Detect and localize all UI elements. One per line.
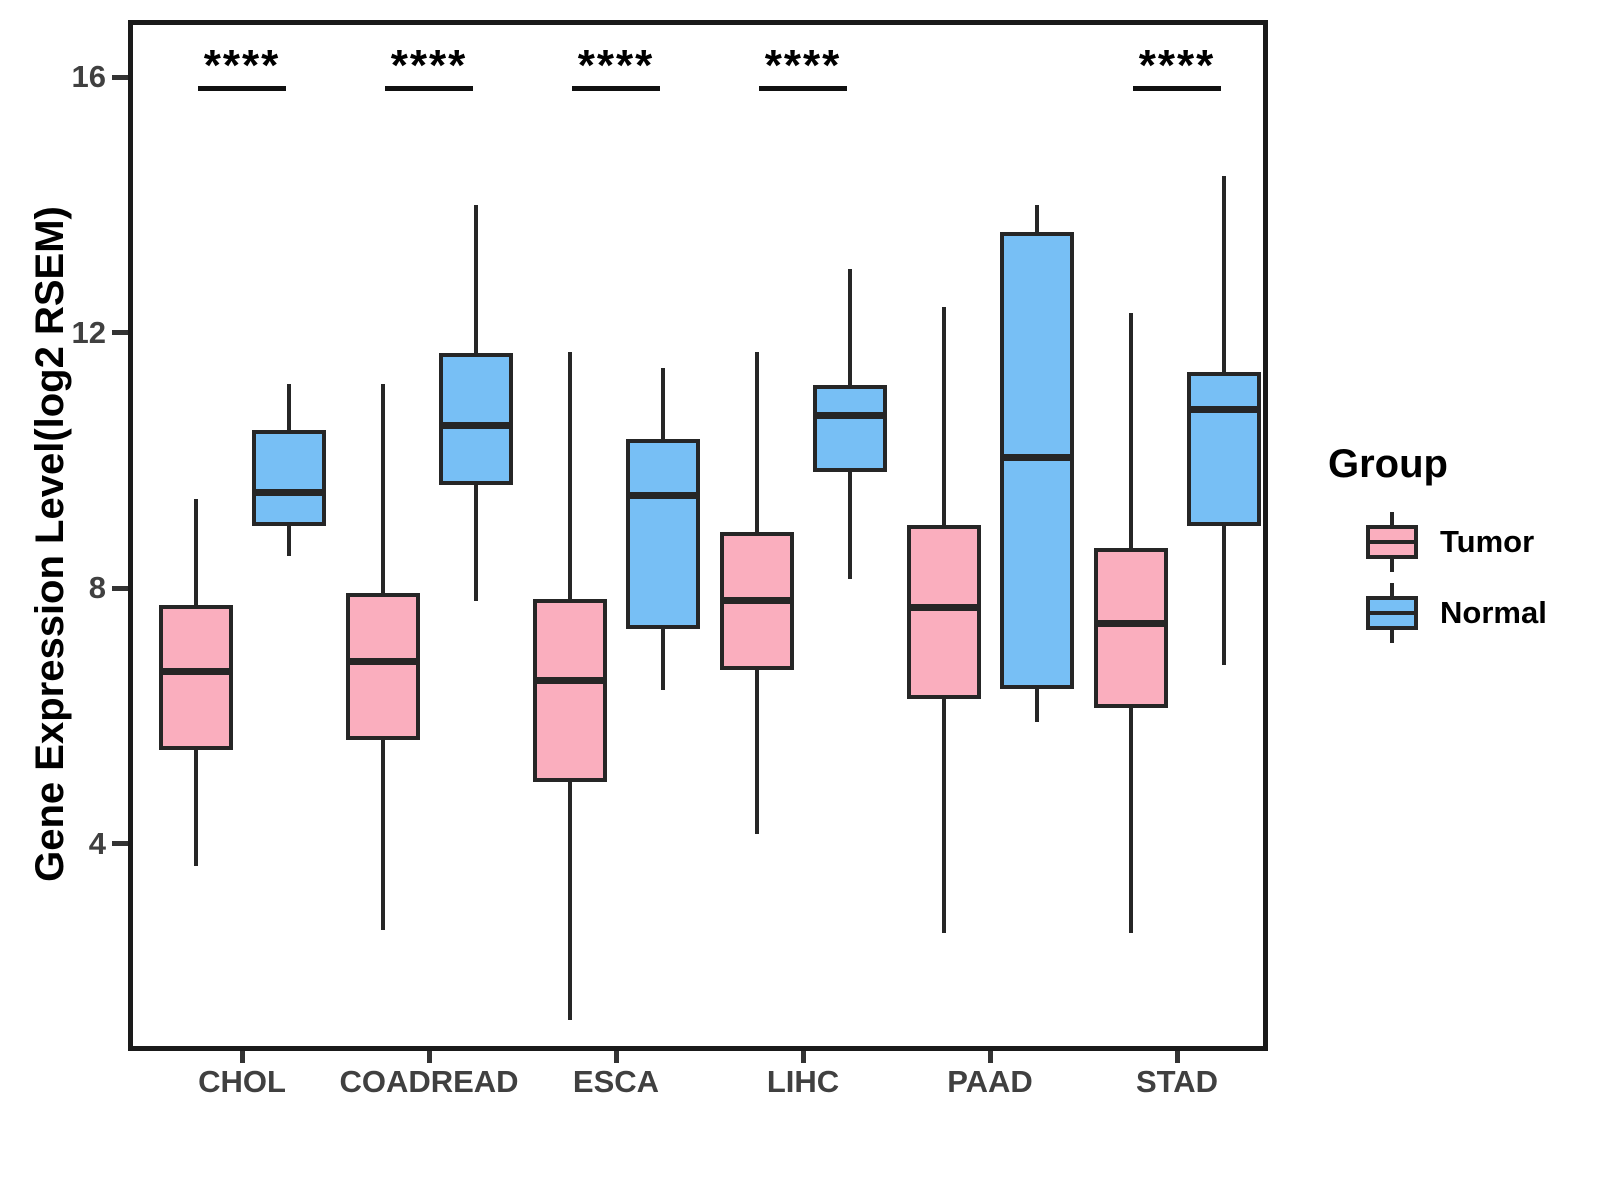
whisker-lower-ESCA-Normal [660,626,665,691]
significance-bar-LIHC [759,86,847,91]
median-ESCA-Tumor [534,677,605,685]
x-tick-label-ESCA: ESCA [572,1064,660,1099]
legend-key-Tumor [1366,512,1418,572]
significance-label-LIHC: **** [764,41,842,90]
median-CHOL-Normal [253,488,324,496]
x-tick-label-STAD: STAD [1135,1064,1219,1099]
median-COADREAD-Tumor [347,658,418,666]
legend-title: Group [1328,442,1448,486]
whisker-lower-STAD-Tumor [1128,706,1133,934]
box-STAD-Normal [1186,372,1261,527]
box-COADREAD-Tumor [345,592,420,741]
significance-label-CHOL: **** [203,41,281,90]
whisker-upper-STAD-Tumor [1128,313,1133,550]
box-ESCA-Normal [625,439,700,629]
legend-key-median-Normal [1370,611,1414,615]
median-STAD-Normal [1188,405,1259,413]
x-tick-mark-LIHC [800,1051,806,1063]
whisker-upper-LIHC-Tumor [754,351,759,534]
whisker-upper-ESCA-Tumor [567,351,572,601]
whisker-upper-PAAD-Tumor [941,307,946,528]
box-PAAD-Tumor [906,525,981,699]
y-tick-label-4: 4 [88,825,106,861]
median-STAD-Tumor [1095,619,1166,627]
legend-key-median-Tumor [1370,540,1414,544]
significance-label-STAD: **** [1138,41,1216,90]
legend-key-box-Tumor [1366,525,1418,559]
whisker-lower-STAD-Normal [1221,524,1226,665]
median-PAAD-Normal [1001,453,1072,461]
x-tick-mark-PAAD [987,1051,993,1063]
whisker-lower-PAAD-Normal [1034,687,1039,723]
x-tick-mark-COADREAD [426,1051,432,1063]
box-ESCA-Tumor [532,598,607,782]
median-CHOL-Tumor [160,667,231,675]
y-tick-label-16: 16 [71,59,106,94]
significance-bar-COADREAD [385,86,473,91]
x-tick-mark-STAD [1174,1051,1180,1063]
x-tick-mark-CHOL [239,1051,245,1063]
box-CHOL-Normal [251,429,326,527]
whisker-upper-STAD-Normal [1221,176,1226,375]
whisker-lower-LIHC-Tumor [754,668,759,835]
x-tick-label-LIHC: LIHC [766,1064,840,1099]
y-tick-mark-8 [112,585,128,591]
median-COADREAD-Normal [440,421,511,429]
legend-label-Normal: Normal [1440,595,1547,630]
whisker-upper-COADREAD-Tumor [380,383,385,595]
legend-key-box-Normal [1366,596,1418,630]
whisker-upper-LIHC-Normal [847,268,852,387]
whisker-lower-COADREAD-Normal [473,482,478,601]
median-PAAD-Tumor [908,603,979,611]
y-axis-title: Gene Expression Level(log2 RSEM) [28,206,72,882]
x-tick-label-CHOL: CHOL [198,1064,286,1099]
whisker-lower-PAAD-Tumor [941,696,946,934]
whisker-lower-CHOL-Tumor [193,747,198,867]
y-tick-mark-12 [112,330,128,336]
significance-label-ESCA: **** [577,41,655,90]
y-tick-mark-16 [112,74,128,80]
x-tick-mark-ESCA [613,1051,619,1063]
whisker-upper-CHOL-Tumor [193,498,198,608]
median-LIHC-Tumor [721,597,792,605]
whisker-upper-COADREAD-Normal [473,204,478,355]
box-STAD-Tumor [1093,547,1168,709]
y-tick-mark-4 [112,841,128,847]
legend-label-Tumor: Tumor [1440,524,1535,559]
whisker-upper-PAAD-Normal [1034,204,1039,234]
whisker-lower-LIHC-Normal [847,469,852,579]
whisker-lower-COADREAD-Tumor [380,738,385,931]
whisker-lower-CHOL-Normal [286,524,291,557]
box-LIHC-Normal [812,384,887,472]
x-tick-label-PAAD: PAAD [947,1064,1033,1099]
legend: Group Tumor Normal [1318,430,1598,660]
median-ESCA-Normal [627,492,698,500]
median-LIHC-Normal [814,412,885,420]
legend-key-Normal [1366,583,1418,643]
x-tick-label-COADREAD: COADREAD [339,1064,519,1099]
whisker-upper-ESCA-Normal [660,367,665,442]
y-tick-label-12: 12 [71,314,106,350]
box-COADREAD-Normal [438,352,513,485]
significance-bar-STAD [1133,86,1221,91]
whisker-upper-CHOL-Normal [286,383,291,432]
significance-bar-ESCA [572,86,660,91]
significance-bar-CHOL [198,86,286,91]
whisker-lower-ESCA-Tumor [567,779,572,1020]
significance-label-COADREAD: **** [390,41,468,90]
box-CHOL-Tumor [158,605,233,750]
y-tick-label-8: 8 [88,570,106,606]
